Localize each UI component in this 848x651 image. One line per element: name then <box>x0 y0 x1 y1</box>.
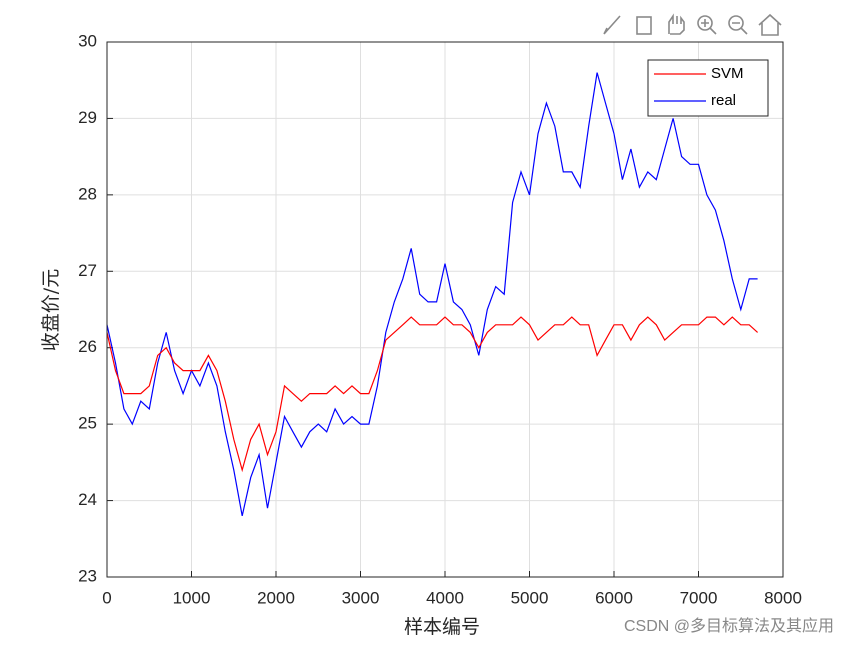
toolbar[interactable] <box>603 13 782 36</box>
y-tick-label: 29 <box>78 108 97 127</box>
x-tick-label: 8000 <box>764 588 802 607</box>
legend-label: SVM <box>711 65 744 82</box>
y-tick-label: 25 <box>78 414 97 433</box>
zoom-in-icon[interactable] <box>697 15 713 31</box>
legend-label: real <box>711 92 736 109</box>
legend-box <box>647 59 769 117</box>
x-tick-label: 6000 <box>595 588 633 607</box>
y-axis-label: 收盘价/元 <box>40 269 62 351</box>
home-icon[interactable] <box>758 13 782 36</box>
x-tick-label: 1000 <box>173 588 211 607</box>
y-tick-label: 23 <box>78 566 97 585</box>
x-tick-label: 0 <box>102 588 111 607</box>
watermark: CSDN @多目标算法及其应用 <box>624 616 834 635</box>
datatip-icon[interactable] <box>636 16 652 35</box>
x-tick-label: 4000 <box>426 588 464 607</box>
brush-icon[interactable] <box>603 15 621 35</box>
y-tick-label: 27 <box>78 261 97 280</box>
x-tick-label: 3000 <box>342 588 380 607</box>
y-tick-label: 24 <box>78 490 97 509</box>
x-tick-label: 5000 <box>511 588 549 607</box>
y-tick-label: 28 <box>78 184 97 203</box>
y-tick-label: 30 <box>78 31 97 50</box>
data-line <box>106 72 758 517</box>
y-tick-label: 26 <box>78 337 97 356</box>
plot-frame <box>106 41 784 578</box>
x-tick-label: 7000 <box>680 588 718 607</box>
x-tick-label: 2000 <box>257 588 295 607</box>
zoom-out-icon[interactable] <box>728 15 744 31</box>
x-axis-label: 样本编号 <box>404 616 480 638</box>
pan-icon[interactable] <box>668 13 685 35</box>
data-line <box>106 316 759 473</box>
